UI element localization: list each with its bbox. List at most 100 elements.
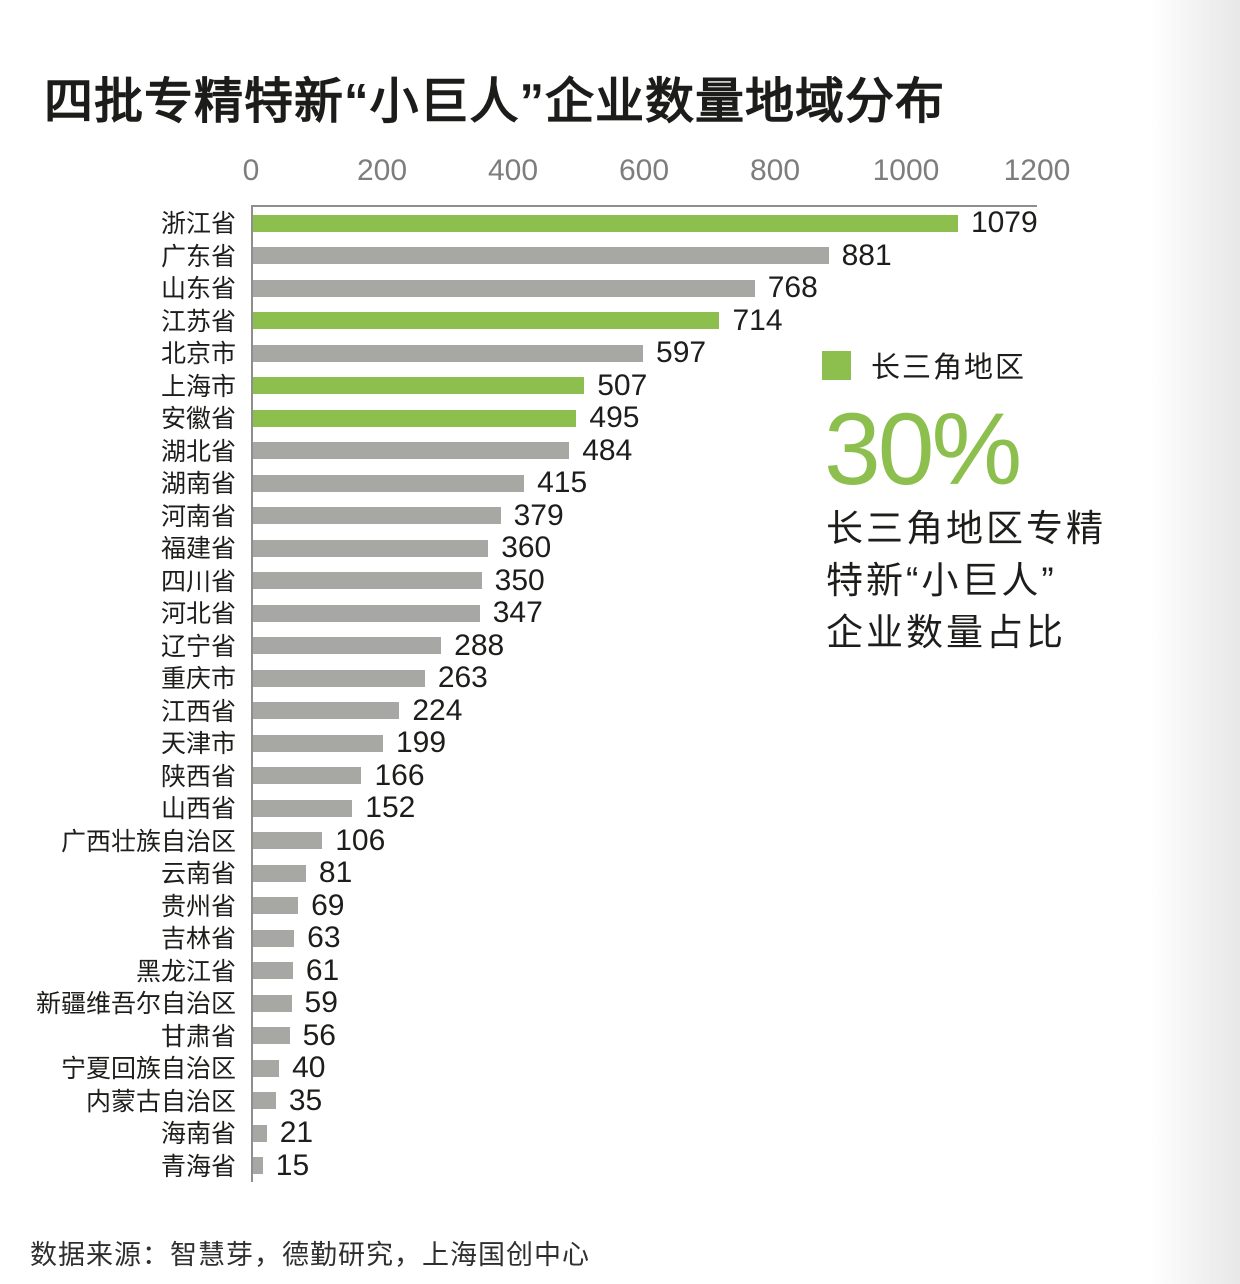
- bar-row: 768: [253, 271, 1037, 305]
- bar: [253, 994, 292, 1012]
- category-label: 云南省: [160, 860, 236, 889]
- category-label: 甘肃省: [160, 1022, 236, 1051]
- bar-row: 224: [253, 693, 1037, 728]
- legend-swatch: [822, 350, 851, 380]
- bar-row: 263: [253, 661, 1037, 695]
- value-label: 152: [365, 791, 416, 825]
- value-label: 224: [412, 693, 463, 727]
- category-label: 河北省: [160, 600, 236, 629]
- chart-title: 四批专精特新“小巨人”企业数量地域分布: [44, 75, 946, 129]
- bar-row: 597: [253, 336, 1037, 370]
- value-label: 63: [307, 921, 341, 955]
- value-label: 288: [454, 628, 505, 662]
- value-label: 415: [537, 466, 588, 500]
- bar-row: 881: [253, 238, 1037, 273]
- bar: [253, 604, 480, 622]
- bar-row: 350: [253, 563, 1037, 598]
- value-label: 484: [582, 433, 633, 467]
- stat-line: 特新“小巨人”: [826, 560, 1057, 601]
- category-label: 浙江省: [160, 210, 236, 239]
- bar-row: 347: [253, 596, 1037, 630]
- bar-row: 288: [253, 628, 1037, 663]
- bar: [253, 474, 525, 492]
- x-tick-label: 1200: [1003, 154, 1071, 187]
- category-label: 广西壮族自治区: [60, 827, 236, 856]
- bar: [253, 637, 442, 655]
- category-label: 陕西省: [160, 762, 236, 791]
- category-label: 山西省: [160, 795, 236, 824]
- value-label: 21: [279, 1116, 314, 1150]
- category-labels: 浙江省 广东省 山东省 江苏省 北京市 上海市 安徽省 湖北省 湖南省 河南省 福建省 四川省 河北省辽…: [0, 206, 236, 1181]
- bar: [253, 897, 299, 915]
- category-label: 四川省: [160, 567, 236, 596]
- x-tick-label: 600: [618, 154, 670, 187]
- category-label: 黑龙江省: [135, 957, 236, 986]
- plot-area: 1079 881 768 714 597 507 495 484 415 379 360 350 347…: [251, 205, 1038, 1183]
- value-label: 881: [841, 238, 892, 272]
- x-tick-label: 200: [356, 154, 408, 187]
- bar: [253, 279, 755, 297]
- page-edge-shadow: [1150, 0, 1240, 1284]
- bar: [253, 312, 720, 330]
- bar-row: 1079: [253, 206, 1038, 240]
- bar: [253, 409, 577, 427]
- bar-row: 40: [253, 1051, 1037, 1085]
- bar-row: 69: [253, 888, 1037, 923]
- category-label: 天津市: [160, 730, 236, 759]
- bar: [253, 442, 570, 460]
- value-label: 59: [304, 986, 338, 1020]
- x-axis-ticks: 0 200 400 600 800 1000 1200: [0, 154, 1240, 190]
- bar: [253, 572, 482, 590]
- bar: [253, 247, 829, 265]
- value-label: 199: [396, 726, 447, 760]
- bar: [253, 767, 362, 785]
- category-label: 湖北省: [160, 437, 236, 466]
- category-label: 河南省: [160, 502, 236, 531]
- bar-row: 56: [253, 1018, 1037, 1053]
- bar: [253, 799, 353, 817]
- value-label: 15: [275, 1148, 310, 1182]
- category-label: 江苏省: [160, 307, 236, 336]
- bar-row: 495: [253, 401, 1037, 435]
- category-label: 新疆维吾尔自治区: [35, 990, 236, 1019]
- bar: [253, 1157, 263, 1175]
- category-label: 辽宁省: [160, 632, 236, 661]
- bar-row: 59: [253, 986, 1037, 1020]
- x-tick-label: 1000: [872, 154, 940, 187]
- bar-row: 360: [253, 531, 1037, 565]
- bar: [253, 1124, 267, 1142]
- bar: [253, 1027, 290, 1045]
- value-label: 379: [513, 498, 564, 532]
- bar-row: 15: [253, 1148, 1037, 1183]
- value-label: 263: [437, 661, 488, 695]
- x-tick-label: 400: [487, 154, 539, 187]
- bar-row: 152: [253, 791, 1037, 825]
- category-label: 吉林省: [160, 925, 236, 954]
- category-label: 青海省: [160, 1152, 236, 1181]
- value-label: 350: [494, 563, 545, 597]
- category-label: 北京市: [160, 340, 236, 369]
- category-label: 湖南省: [160, 470, 236, 499]
- bar-row: 484: [253, 433, 1037, 468]
- value-label: 1079: [970, 206, 1038, 240]
- bar-row: 507: [253, 369, 1037, 403]
- category-label: 海南省: [160, 1120, 236, 1149]
- bar: [253, 344, 644, 362]
- bar-row: 21: [253, 1116, 1037, 1150]
- bar: [253, 214, 958, 232]
- category-label: 山东省: [160, 275, 236, 304]
- bar-row: 379: [253, 498, 1037, 533]
- value-label: 69: [311, 888, 345, 922]
- data-source: 数据来源：智慧芽，德勤研究，上海国创中心: [30, 1240, 590, 1270]
- category-label: 上海市: [160, 372, 236, 401]
- stat-description: 长三角地区专精 特新“小巨人” 企业数量占比: [826, 503, 1106, 659]
- bar: [253, 929, 295, 947]
- bar-row: 166: [253, 759, 1037, 793]
- legend: 长三角地区: [822, 344, 1026, 386]
- value-label: 597: [656, 336, 707, 370]
- value-label: 56: [302, 1018, 336, 1052]
- bar-row: 35: [253, 1083, 1037, 1118]
- value-label: 35: [288, 1083, 323, 1117]
- bar-row: 714: [253, 304, 1037, 338]
- x-tick-label: 800: [749, 154, 801, 187]
